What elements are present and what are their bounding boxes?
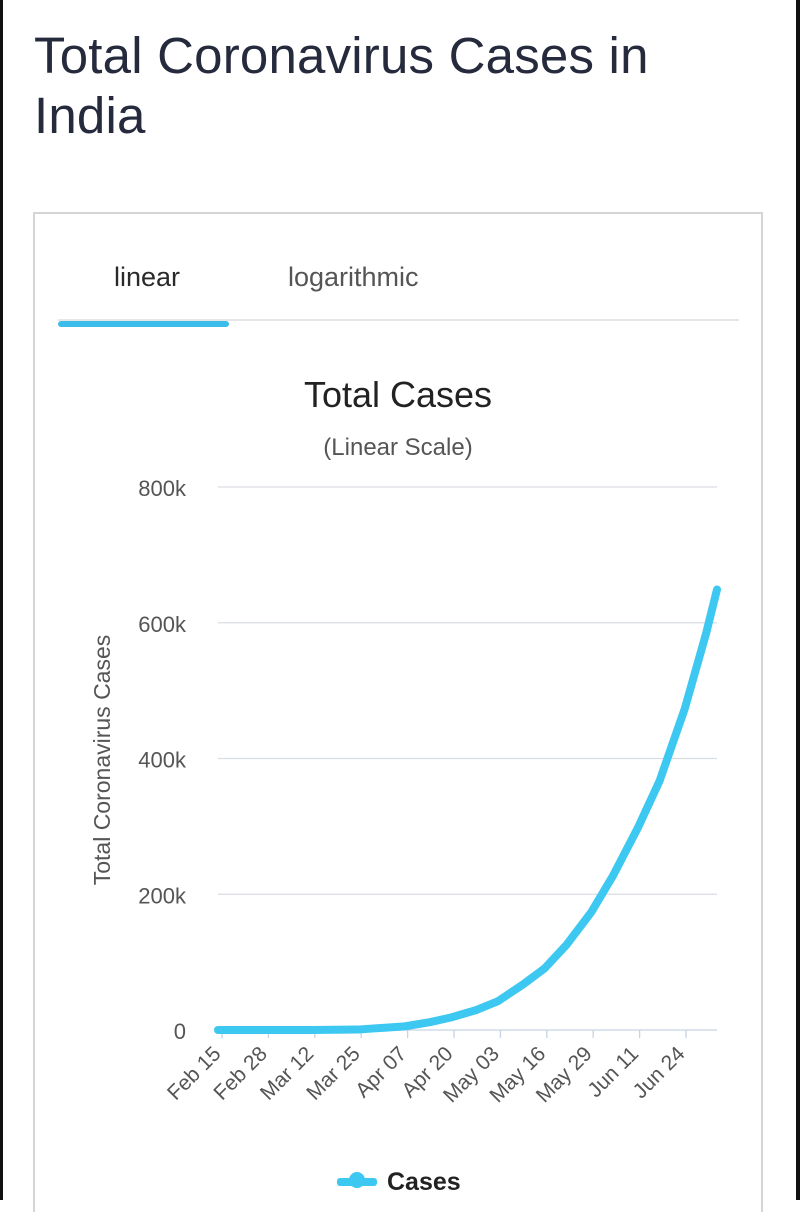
y-tick-label: 600k — [138, 612, 187, 637]
window-frame-left — [0, 0, 3, 1200]
series-cases — [214, 585, 721, 1034]
page-title: Total Coronavirus Cases in India — [34, 27, 649, 144]
tab-divider — [58, 319, 739, 321]
y-tick-label: 200k — [138, 883, 187, 908]
legend-label: Cases — [387, 1167, 461, 1196]
y-axis-label: Total Coronavirus Cases — [89, 635, 115, 886]
y-axis-ticks: 0 200k 400k 600k 800k — [138, 476, 187, 1044]
x-tick-label: Jun 24 — [629, 1042, 690, 1103]
active-tab-indicator — [58, 321, 229, 327]
window-frame-right — [796, 0, 800, 1200]
chart-subtitle: (Linear Scale) — [323, 434, 472, 461]
tab-logarithmic[interactable]: logarithmic — [288, 262, 419, 292]
y-tick-label: 800k — [138, 476, 187, 501]
legend-item-cases[interactable]: Cases — [337, 1165, 461, 1199]
series-line-cases — [214, 585, 721, 1034]
gridlines — [218, 486, 717, 1031]
x-tick-label: Apr 07 — [351, 1042, 411, 1102]
y-tick-label: 0 — [174, 1019, 186, 1044]
chart-title: Total Cases — [304, 374, 492, 415]
legend-swatch — [337, 1172, 377, 1190]
y-tick-label: 400k — [138, 748, 187, 773]
x-tick-label: Mar 25 — [302, 1042, 364, 1104]
tab-linear[interactable]: linear — [114, 262, 181, 292]
chart-card — [33, 212, 763, 1212]
